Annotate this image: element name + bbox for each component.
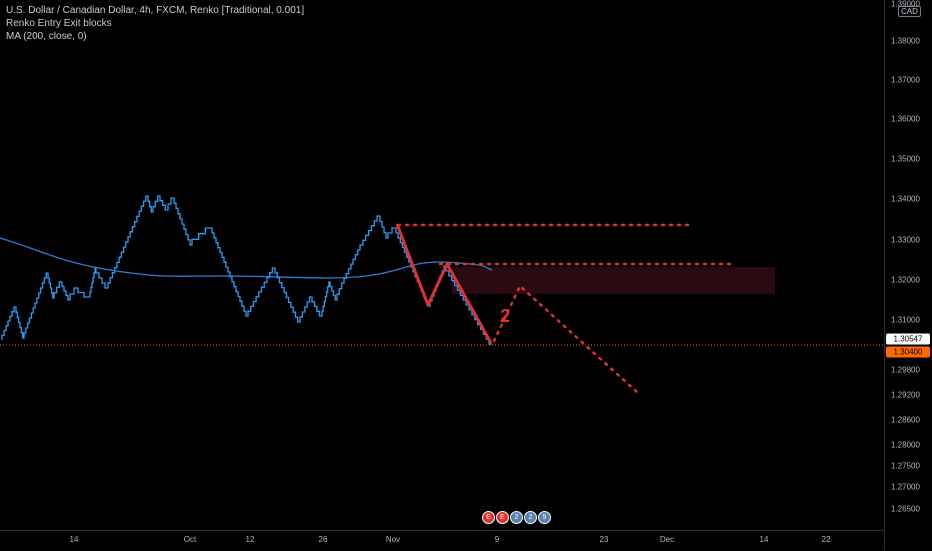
price-tick: 1.36000: [891, 114, 920, 124]
supply-zone: [452, 267, 775, 294]
time-tick: 14: [759, 535, 769, 544]
time-tick: 22: [821, 535, 831, 544]
price-tick: 1.31000: [891, 315, 920, 325]
moving-average-line: [0, 237, 493, 279]
last-price-tag: 1.30547: [886, 333, 930, 345]
price-tick: 1.29800: [891, 365, 920, 375]
price-tick: 1.29200: [891, 390, 920, 400]
price-tick: 1.35000: [891, 154, 920, 164]
time-tick: Oct: [183, 535, 197, 544]
price-axis[interactable]: CAD 1.39000 1.38000 1.37000 1.36000 1.35…: [884, 0, 932, 550]
time-axis[interactable]: 14 Oct 12 26 Nov 9 23 Dec 14 22: [0, 530, 884, 551]
event-marker[interactable]: 9: [538, 511, 551, 524]
time-tick: Nov: [385, 535, 401, 544]
price-tick: 1.27500: [891, 461, 920, 471]
projection-path: [492, 283, 639, 394]
chart-legend: U.S. Dollar / Canadian Dollar, 4h, FXCM,…: [6, 4, 304, 43]
price-tick: 1.38000: [891, 36, 920, 46]
price-tick: 1.37000: [891, 75, 920, 85]
price-tick: 1.39000: [891, 0, 920, 9]
time-tick: 26: [318, 535, 328, 544]
legend-indicator-renko[interactable]: Renko Entry Exit blocks: [6, 18, 112, 29]
legend-indicator-ma[interactable]: MA (200, close, 0): [6, 31, 87, 42]
price-tick: 1.34000: [891, 194, 920, 204]
renko-series: [1, 195, 492, 345]
currency-label[interactable]: CAD: [898, 6, 921, 17]
event-marker[interactable]: E: [482, 511, 495, 524]
chart-canvas[interactable]: 2 U.S. Dollar / Canadian Dollar, 4h, FXC…: [0, 0, 884, 530]
event-markers[interactable]: E E 2 2 9: [482, 511, 551, 524]
zigzag-pattern: [395, 223, 493, 344]
price-tick: 1.27000: [891, 482, 920, 492]
current-price-tag: 1.30400: [886, 346, 930, 358]
chart-plot[interactable]: 2: [0, 0, 884, 530]
time-tick: 12: [245, 535, 255, 544]
time-tick: 9: [494, 535, 500, 544]
time-tick: 23: [599, 535, 609, 544]
price-tick: 1.28000: [891, 440, 920, 450]
wave-label: 2: [500, 306, 510, 326]
event-marker[interactable]: 2: [524, 511, 537, 524]
price-tick: 1.28600: [891, 415, 920, 425]
time-tick: 14: [69, 535, 79, 544]
time-tick: Dec: [659, 535, 675, 544]
price-tick: 1.33000: [891, 235, 920, 245]
legend-symbol[interactable]: U.S. Dollar / Canadian Dollar, 4h, FXCM,…: [6, 5, 305, 16]
event-marker[interactable]: 2: [510, 511, 523, 524]
event-marker[interactable]: E: [496, 511, 509, 524]
price-tick: 1.26500: [891, 504, 920, 514]
price-tick: 1.32000: [891, 275, 920, 285]
